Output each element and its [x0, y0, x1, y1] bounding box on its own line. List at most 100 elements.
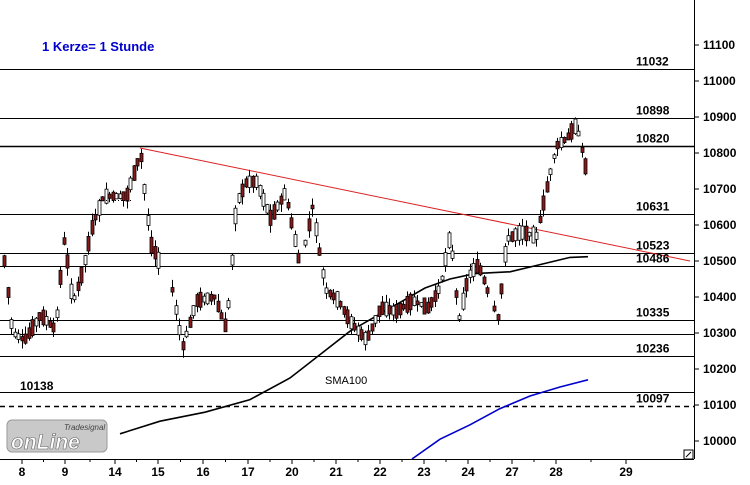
candle-body	[310, 204, 315, 210]
candle-body	[212, 294, 217, 300]
candle-body	[83, 255, 88, 266]
candle-body	[289, 217, 294, 229]
candle-body	[202, 295, 207, 303]
candle-body	[72, 295, 77, 301]
candle-body	[328, 289, 333, 298]
candle-body	[352, 322, 357, 331]
candle-body	[111, 191, 116, 201]
candle-body	[177, 325, 182, 336]
sma100-line	[119, 255, 589, 435]
candle-body	[41, 309, 46, 326]
y-tick-10700: 10700	[703, 182, 737, 196]
level-label-10523: 10523	[636, 239, 670, 253]
candle-body	[520, 225, 525, 240]
candle-body	[373, 315, 378, 324]
candle-body	[531, 226, 536, 244]
candle-body	[149, 236, 154, 254]
candle-body	[569, 123, 574, 140]
candle-body	[314, 222, 319, 237]
x-tick-9: 9	[62, 465, 69, 479]
x-tick-16: 16	[196, 465, 210, 479]
candle-body	[524, 225, 529, 242]
candle-body	[359, 329, 364, 340]
candle-body	[282, 188, 287, 201]
candle-body	[384, 301, 389, 317]
candle-body	[223, 318, 228, 333]
candle-body	[9, 319, 14, 329]
candle-body	[429, 297, 434, 308]
y-tick-10300: 10300	[703, 326, 737, 340]
candle-body	[65, 254, 70, 269]
candle-body	[576, 130, 581, 137]
candle-body	[387, 305, 392, 315]
logo-small-text: Tradesignal	[64, 423, 105, 432]
candle-body	[485, 287, 490, 294]
y-tick-10200: 10200	[703, 362, 737, 376]
candle-body	[58, 269, 63, 285]
candle-body	[468, 269, 473, 278]
y-tick-10500: 10500	[703, 254, 737, 268]
candle-body	[464, 278, 469, 292]
candle-body	[303, 239, 308, 246]
candle-body	[261, 192, 266, 207]
x-tick-21: 21	[329, 465, 343, 479]
candle-body	[275, 201, 280, 211]
candle-body	[450, 250, 455, 259]
candle-body	[104, 188, 109, 204]
level-label-10097: 10097	[636, 392, 670, 406]
candle-body	[293, 234, 298, 247]
candle-body	[419, 302, 424, 307]
candle-body	[44, 316, 49, 326]
candle-body	[69, 283, 74, 299]
level-lines	[0, 69, 694, 408]
x-tick-29: 29	[619, 465, 633, 479]
candle-body	[268, 209, 273, 226]
candle-body	[534, 231, 539, 240]
candle-body	[191, 305, 196, 317]
candle-body	[342, 306, 347, 315]
candle-body	[219, 312, 224, 320]
candle-body	[128, 177, 133, 191]
candle-body	[548, 168, 553, 175]
candle-body	[412, 296, 417, 306]
candle-body	[48, 320, 53, 328]
candle-body	[16, 333, 21, 340]
candle-body	[552, 154, 557, 159]
candle-body	[538, 215, 543, 223]
candle-body	[107, 193, 112, 199]
logo-big-text: onLine	[11, 431, 80, 454]
candle-body	[97, 200, 102, 216]
candle-body	[422, 297, 427, 315]
y-tick-11000: 11000	[703, 74, 736, 88]
resize-handle[interactable]	[683, 449, 694, 460]
level-label-10820: 10820	[636, 132, 670, 146]
level-label-10631: 10631	[636, 200, 670, 214]
candle-body	[506, 235, 511, 242]
level-label-10898: 10898	[636, 104, 670, 118]
candle-body	[198, 291, 203, 308]
candle-body	[233, 207, 238, 225]
candle-body	[440, 275, 445, 281]
candle-body	[265, 204, 270, 214]
candle-body	[254, 175, 259, 188]
y-tick-10100: 10100	[703, 398, 737, 412]
candle-body	[461, 292, 466, 310]
candle-body	[286, 202, 291, 209]
candle-body	[380, 301, 385, 315]
candle-body	[517, 225, 522, 241]
candle-body	[181, 341, 186, 351]
candle-body	[93, 213, 98, 221]
moving-averages	[119, 255, 589, 460]
candle-body	[114, 193, 119, 200]
candle-body	[2, 255, 7, 267]
candle-body	[142, 184, 147, 194]
candle-body	[170, 287, 175, 293]
candle-body	[566, 132, 571, 141]
candle-body	[34, 317, 39, 327]
x-tick-14: 14	[108, 465, 122, 479]
candle-body	[237, 193, 242, 203]
tradesignal-logo: Tradesignal onLine	[6, 419, 108, 454]
candle-body	[6, 287, 11, 298]
candle-body	[457, 315, 462, 320]
